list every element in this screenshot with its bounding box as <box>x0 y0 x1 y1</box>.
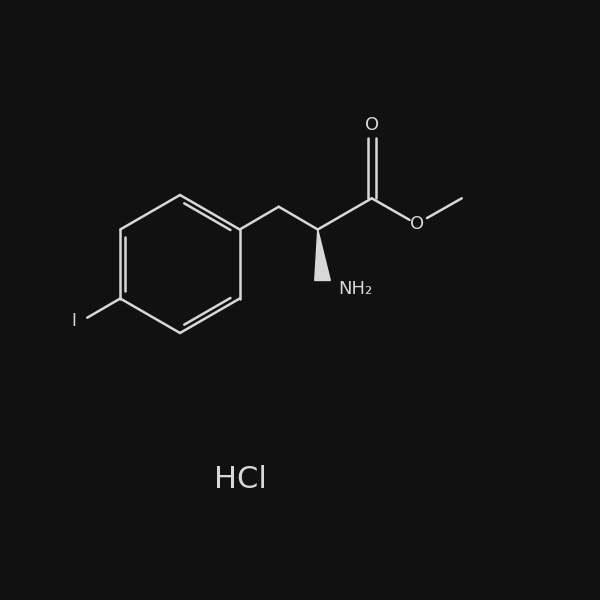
Polygon shape <box>315 229 331 280</box>
Text: O: O <box>410 215 424 233</box>
Text: I: I <box>71 312 76 330</box>
Text: O: O <box>365 116 379 134</box>
Text: NH₂: NH₂ <box>338 280 373 298</box>
Text: HCl: HCl <box>214 466 266 494</box>
